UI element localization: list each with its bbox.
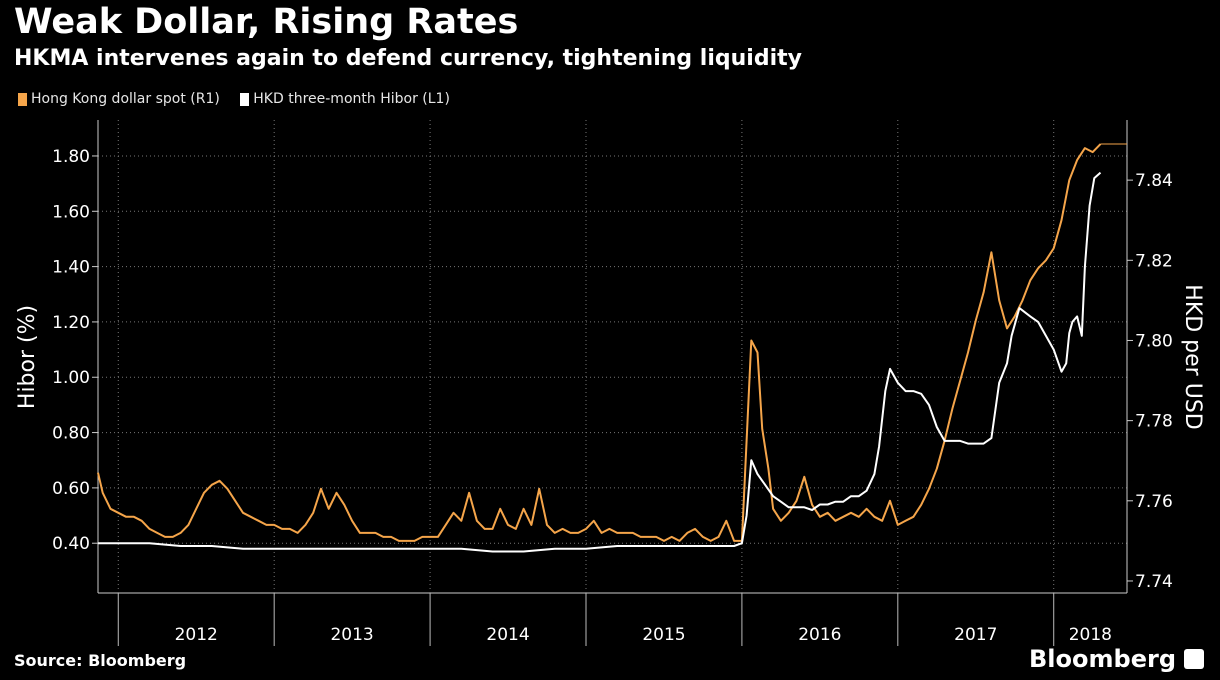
tick-label-left: 1.80 bbox=[52, 147, 90, 167]
legend-swatch-orange bbox=[18, 92, 27, 106]
brand-label: Bloomberg bbox=[1029, 645, 1176, 673]
year-label: 2018 bbox=[1069, 625, 1112, 645]
year-label: 2017 bbox=[954, 625, 997, 645]
year-label: 2012 bbox=[175, 625, 218, 645]
series-line-hkd-spot bbox=[97, 143, 1102, 542]
legend-item-hibor: HKD three-month Hibor (L1) bbox=[240, 91, 450, 107]
legend-swatch-white bbox=[240, 92, 250, 106]
y-axis-title-right: HKD per USD bbox=[1180, 284, 1205, 429]
tick-label-left: 1.00 bbox=[52, 368, 90, 388]
chart-subtitle: HKMA intervenes again to defend currency… bbox=[14, 46, 802, 71]
tick-label-left: 0.40 bbox=[52, 534, 90, 554]
tick-label-right: 7.76 bbox=[1135, 492, 1173, 512]
tick-label-left: 1.40 bbox=[52, 258, 90, 278]
legend-label-hibor: HKD three-month Hibor (L1) bbox=[253, 91, 450, 107]
chart-title: Weak Dollar, Rising Rates bbox=[14, 2, 519, 42]
year-label: 2016 bbox=[798, 625, 841, 645]
legend: Hong Kong dollar spot (R1) HKD three-mon… bbox=[18, 91, 466, 110]
tick-label-right: 7.84 bbox=[1135, 171, 1173, 191]
tick-label-right: 7.78 bbox=[1135, 412, 1173, 432]
y-axis-title-left: Hibor (%) bbox=[15, 305, 40, 409]
bloomberg-logo: Bloomberg bbox=[1029, 645, 1204, 673]
year-label: 2013 bbox=[330, 625, 373, 645]
legend-item-hkd-spot: Hong Kong dollar spot (R1) bbox=[18, 91, 220, 107]
tick-label-right: 7.74 bbox=[1135, 572, 1173, 592]
tick-label-left: 1.20 bbox=[52, 313, 90, 333]
legend-label-hkd-spot: Hong Kong dollar spot (R1) bbox=[31, 91, 220, 107]
tick-label-right: 7.80 bbox=[1135, 331, 1173, 351]
tick-label-left: 1.60 bbox=[52, 202, 90, 222]
source-note: Source: Bloomberg bbox=[14, 651, 187, 670]
year-label: 2015 bbox=[642, 625, 685, 645]
tick-label-left: 0.60 bbox=[52, 479, 90, 499]
bloomberg-icon bbox=[1184, 649, 1204, 669]
tick-label-left: 0.80 bbox=[52, 424, 90, 444]
year-label: 2014 bbox=[486, 625, 529, 645]
series-line-hibor bbox=[98, 171, 1102, 553]
tick-label-right: 7.82 bbox=[1135, 251, 1173, 271]
